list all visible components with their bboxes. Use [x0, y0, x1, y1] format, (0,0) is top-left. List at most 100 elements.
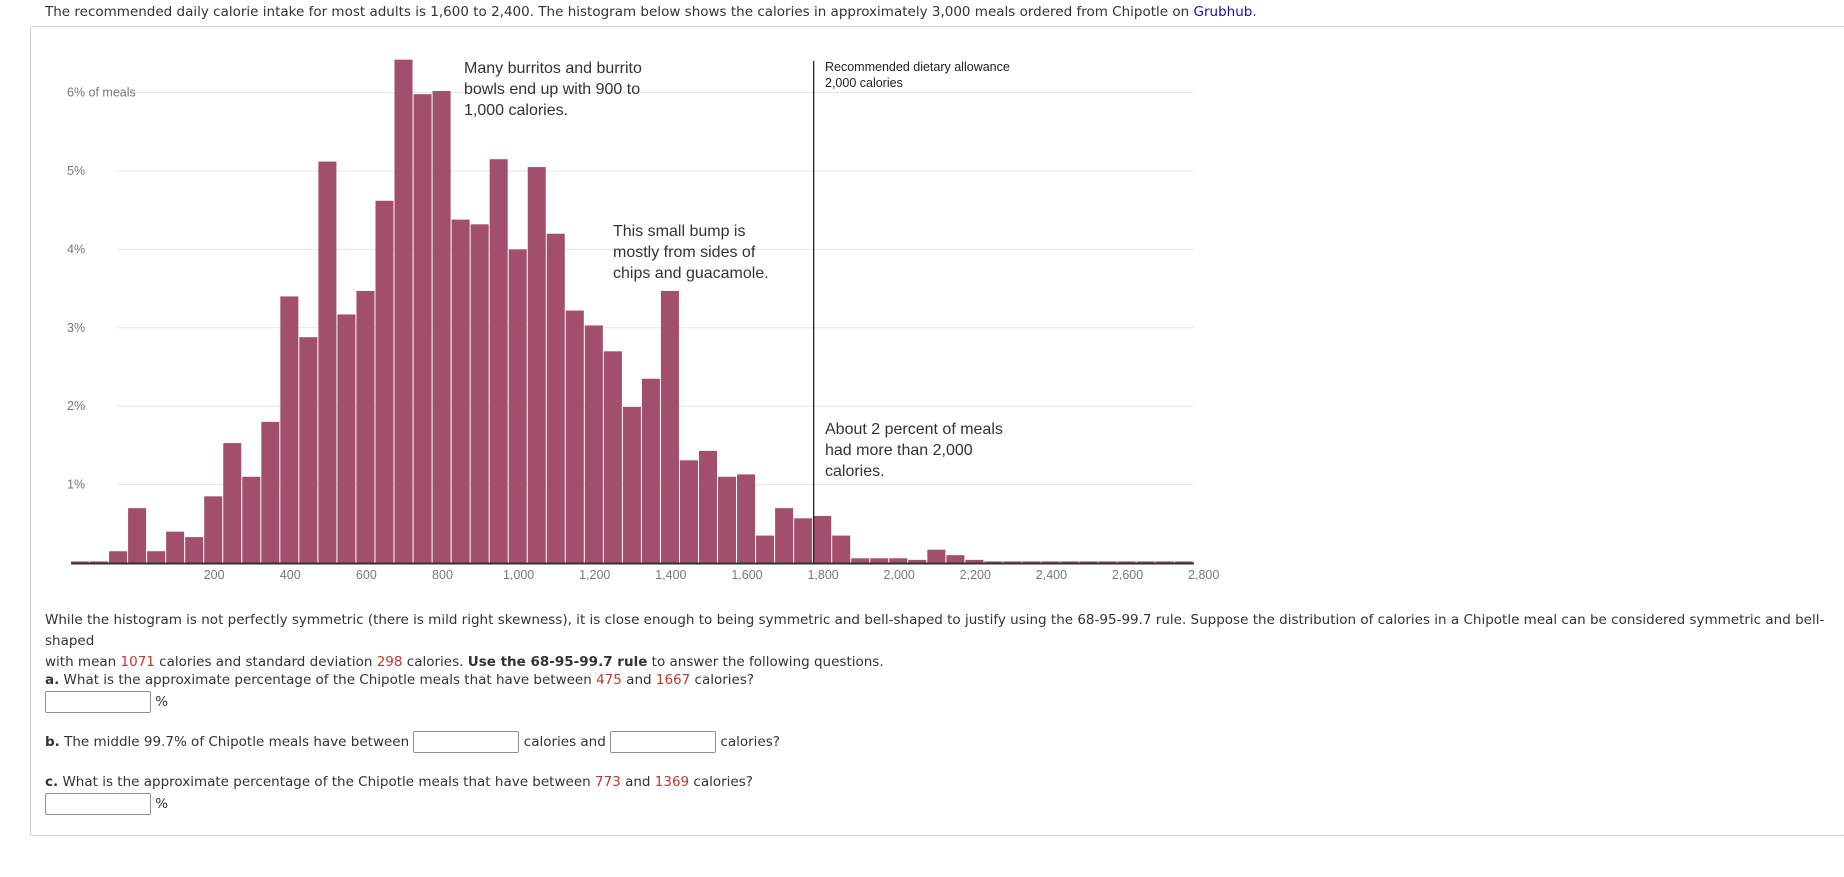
question-b-text: The middle 99.7% of Chipotle meals have … [64, 734, 410, 750]
histogram-bar [90, 561, 109, 563]
answer-b-high-input[interactable] [610, 731, 717, 753]
annotation-over2000-3: calories. [825, 463, 885, 480]
histogram-bar [1155, 561, 1174, 563]
histogram-bar [489, 159, 508, 564]
question-b-end: calories? [720, 734, 780, 750]
histogram-bar [432, 91, 451, 564]
histogram-bar [242, 476, 261, 563]
question-a: a. What is the approximate percentage of… [45, 670, 754, 713]
x-tick-label: 1,200 [579, 568, 610, 580]
x-tick-label: 2,000 [884, 568, 915, 580]
explanation-line-2: with mean 1071 calories and standard dev… [45, 652, 1835, 673]
question-a-end: calories? [694, 672, 755, 688]
histogram-bar [1003, 561, 1022, 563]
explanation: While the histogram is not perfectly sym… [45, 610, 1835, 673]
histogram-bar [1098, 561, 1117, 563]
histogram-bar [223, 443, 242, 563]
histogram-bars [71, 59, 1193, 564]
answer-a-input[interactable] [45, 691, 151, 713]
histogram-bar [147, 551, 166, 563]
question-a-high: 1667 [655, 672, 691, 688]
histogram-bar [1117, 561, 1136, 563]
annotation-bump-3: chips and guacamole. [613, 265, 769, 282]
histogram-bar [318, 161, 337, 564]
answer-c-input[interactable] [45, 793, 151, 815]
x-tick-label: 200 [204, 568, 225, 580]
histogram-bar [546, 233, 565, 563]
intro-end: . [1252, 4, 1257, 20]
histogram-bar [185, 537, 204, 563]
mean-value: 1071 [120, 654, 155, 670]
histogram-bar [451, 219, 470, 563]
histogram-bar [337, 314, 356, 563]
histogram-bar [527, 167, 546, 563]
annotation-bump-1: This small bump is [613, 223, 745, 240]
histogram-bar [508, 249, 527, 563]
y-tick-label: 2% [67, 399, 85, 413]
histogram-bar [1136, 561, 1155, 563]
histogram-bar [813, 515, 832, 563]
x-tick-label: 600 [356, 568, 377, 580]
histogram-bar [128, 508, 147, 563]
question-c-and: and [625, 774, 651, 790]
y-tick-label: 3% [67, 321, 85, 335]
histogram-bar [584, 325, 603, 563]
annotation-burritos-2: bowls end up with 900 to [464, 81, 640, 98]
explanation-end: to answer the following questions. [651, 654, 884, 670]
histogram-bar [356, 290, 375, 563]
question-c-high: 1369 [654, 774, 690, 790]
answer-c-unit: % [155, 796, 169, 812]
y-tick-label: 1% [67, 478, 85, 492]
x-tick-label: 1,000 [503, 568, 534, 580]
question-c-low: 773 [594, 774, 621, 790]
histogram-bar [603, 351, 622, 563]
x-tick-label: 2,800 [1188, 568, 1219, 580]
histogram-bar [1041, 561, 1060, 563]
x-tick-label: 2,600 [1112, 568, 1143, 580]
histogram-bar [1060, 561, 1079, 563]
histogram-bar [832, 535, 851, 563]
explanation-mean-label: with mean [45, 654, 117, 670]
question-b-label: b. [45, 734, 60, 750]
grubhub-link[interactable]: Grubhub [1193, 4, 1253, 20]
histogram-bar [375, 200, 394, 564]
x-tick-label: 2,400 [1036, 568, 1067, 580]
x-tick-label: 2,200 [960, 568, 991, 580]
annotation-burritos-3: 1,000 calories. [464, 102, 568, 119]
histogram-bar [1174, 561, 1193, 563]
question-c: c. What is the approximate percentage of… [45, 772, 753, 815]
histogram-bar [965, 559, 984, 563]
histogram-bar [775, 508, 794, 563]
annotation-over2000-1: About 2 percent of meals [825, 421, 1003, 438]
histogram-bar [204, 496, 223, 563]
histogram-bar [565, 310, 584, 563]
x-tick-label: 1,600 [731, 568, 762, 580]
reference-label-2: 2,000 calories [825, 76, 903, 90]
question-a-and: and [626, 672, 652, 688]
sd-value: 298 [376, 654, 403, 670]
histogram-bar [698, 450, 718, 563]
histogram-bar [660, 290, 679, 563]
histogram-bar [413, 94, 432, 563]
histogram-bar [718, 476, 737, 563]
annotation-over2000-2: had more than 2,000 [825, 442, 973, 459]
question-a-text: What is the approximate percentage of th… [63, 672, 592, 688]
explanation-rule: Use the 68-95-99.7 rule [467, 654, 648, 670]
explanation-sd-label: calories and standard deviation [159, 654, 373, 670]
question-c-label: c. [45, 774, 59, 790]
question-b-mid: calories and [523, 734, 606, 750]
histogram-bar [299, 337, 318, 563]
histogram-bar [794, 518, 813, 563]
histogram-bar [641, 378, 660, 563]
explanation-calories: calories. [406, 654, 464, 670]
answer-a-unit: % [155, 694, 169, 710]
histogram-bar [109, 551, 128, 563]
histogram-bar [946, 555, 965, 563]
annotation-bump-2: mostly from sides of [613, 244, 756, 261]
answer-b-low-input[interactable] [413, 731, 520, 753]
question-c-end: calories? [693, 774, 753, 790]
question-a-low: 475 [596, 672, 622, 688]
histogram-bar [280, 296, 299, 563]
x-tick-label: 1,800 [807, 568, 838, 580]
x-tick-label: 400 [280, 568, 301, 580]
